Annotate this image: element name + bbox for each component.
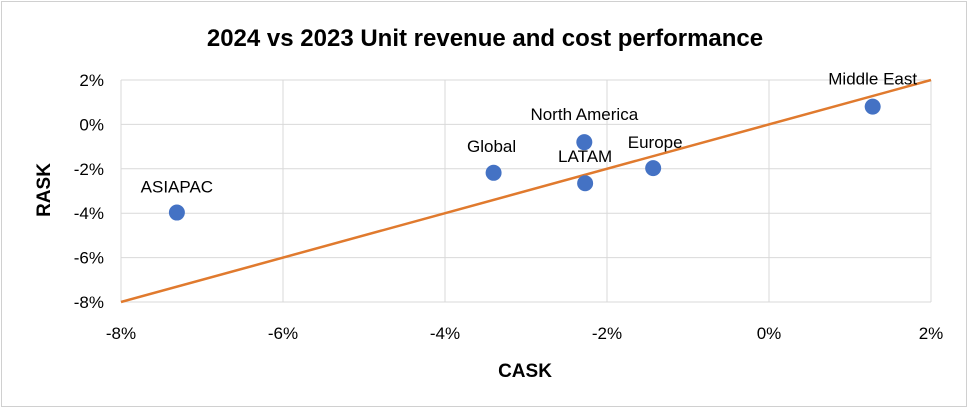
y-tick-label: 0% xyxy=(79,115,104,134)
y-tick-label: 2% xyxy=(79,71,104,90)
x-tick-label: -8% xyxy=(106,324,136,343)
reference-line xyxy=(120,78,932,304)
y-tick-label: -8% xyxy=(74,293,104,312)
y-tick-label: -4% xyxy=(74,204,104,223)
data-point-latam xyxy=(577,175,594,192)
x-tick-label: 0% xyxy=(757,324,782,343)
chart-title: 2024 vs 2023 Unit revenue and cost perfo… xyxy=(207,25,763,52)
point-label-north-america: North America xyxy=(530,105,638,124)
point-label-asiapac: ASIAPAC xyxy=(141,178,213,197)
data-point-europe xyxy=(645,160,662,177)
x-tick-labels: -8% -6% -4% -2% 0% 2% xyxy=(106,324,943,343)
y-tick-labels: 2% 0% -2% -4% -6% -8% xyxy=(74,71,104,312)
y-axis-title: RASK xyxy=(34,163,55,217)
data-point-asiapac xyxy=(168,204,185,221)
data-point-north-america xyxy=(576,134,593,151)
data-point-middle-east xyxy=(864,98,881,115)
x-axis-title: CASK xyxy=(498,361,552,382)
data-points xyxy=(168,98,881,221)
x-tick-label: -6% xyxy=(268,324,298,343)
x-tick-label: -4% xyxy=(430,324,460,343)
x-tick-label: 2% xyxy=(919,324,944,343)
reference-line-group xyxy=(120,78,932,304)
point-labels: Middle East North America Europe Global LATA… xyxy=(141,70,918,197)
x-tick-label: -2% xyxy=(592,324,622,343)
y-tick-label: -2% xyxy=(74,160,104,179)
y-tick-label: -6% xyxy=(74,249,104,268)
point-label-latam: LATAM xyxy=(558,147,612,166)
data-point-global xyxy=(485,164,502,181)
point-label-middle-east: Middle East xyxy=(828,70,917,89)
gridlines xyxy=(120,79,932,303)
point-label-europe: Europe xyxy=(628,133,683,152)
point-label-global: Global xyxy=(467,137,516,156)
